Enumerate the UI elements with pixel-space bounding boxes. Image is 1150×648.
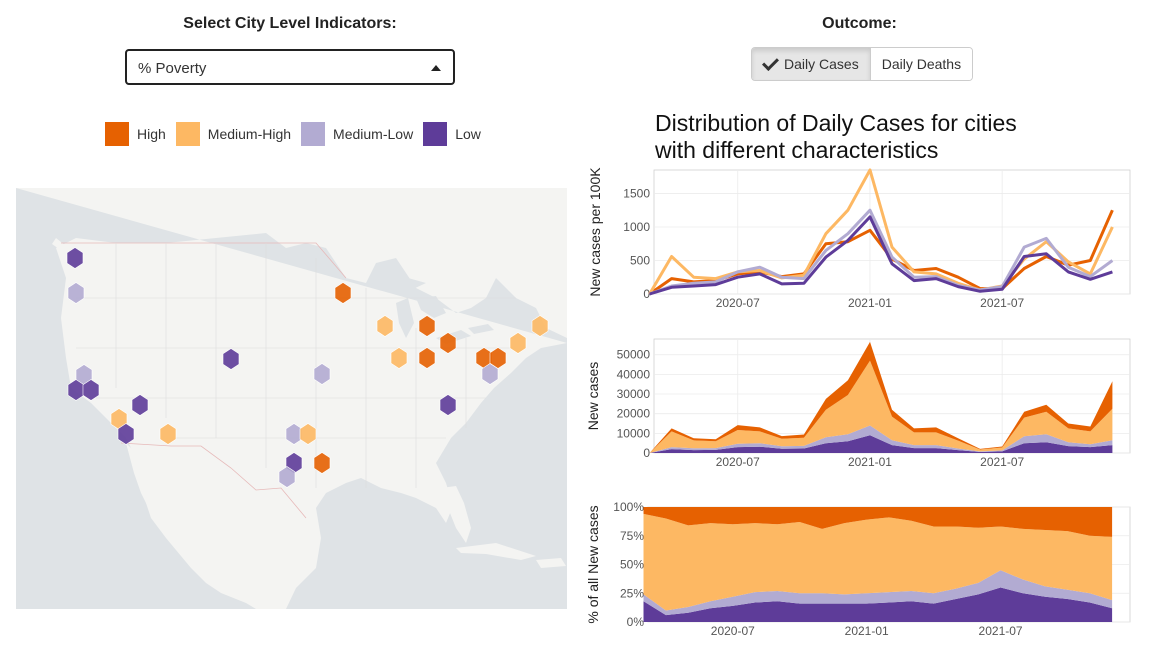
outcome-label: Outcome: [822,15,897,32]
series-line-low [649,215,1113,296]
y-tick-label: 30000 [617,387,651,401]
x-tick-label: 2021-07 [979,624,1023,638]
chart-title: Distribution of Daily Cases for cities w… [655,110,1095,164]
series-area-medium-low [643,570,1113,616]
city-hexagon-low[interactable] [117,423,135,445]
series-area-low [643,587,1113,622]
indicator-label: Select City Level Indicators: [183,15,397,32]
series-area-high [643,507,1113,537]
city-hexagon-high[interactable] [418,347,436,369]
y-tick-label: 50000 [617,348,651,362]
legend-item-medium-high: Medium-High [175,122,292,146]
y-tick-label: 0 [643,446,650,460]
y-axis-label: New cases [585,362,601,430]
city-hexagon-low[interactable] [66,247,84,269]
series-line-medium-low [649,208,1114,296]
y-tick-label: 1000 [623,220,650,234]
x-tick-label: 2021-01 [845,624,889,638]
city-hexagon-high[interactable] [418,315,436,337]
city-map[interactable] [16,188,567,609]
map-canvas [16,188,567,609]
chart-panel-3: 0% 25% 50% 75% 100% 2020-07 2021-01 2021-07 % of… [585,500,1131,638]
legend-item-low: Low [423,122,481,146]
legend-label: Medium-High [207,126,292,142]
daily-deaths-label: Daily Deaths [881,56,962,72]
y-tick-label: 100% [613,500,644,514]
y-tick-label: 20000 [617,407,651,421]
indicator-select-value: % Poverty [138,60,207,77]
y-tick-label: 0 [643,287,650,301]
indicator-select[interactable]: % Poverty [125,49,455,85]
x-tick-label: 2021-07 [980,455,1024,469]
chart-panel-1: 0 500 1000 1500 2020-07 2021-01 2021-07 New cas… [587,167,1131,310]
y-tick-label: 50% [620,558,644,572]
series-area-medium-high [649,360,1113,453]
legend-item-medium-low: Medium-Low [301,122,413,146]
series-area-low [649,435,1113,453]
daily-deaths-button[interactable]: Daily Deaths [870,48,973,80]
chart-panel-2: 0 10000 20000 30000 40000 50000 2020-07 2021-01… [585,338,1131,469]
legend-swatch [423,122,448,146]
city-hexagon-medium-low[interactable] [67,282,85,304]
outcome-toggle: Daily Cases Daily Deaths [751,47,974,81]
y-tick-label: 0% [627,615,645,629]
y-axis-label: % of all New cases [585,505,601,623]
city-hexagon-medium-high[interactable] [376,315,394,337]
city-hexagon-medium-low[interactable] [481,363,499,385]
y-tick-label: 10000 [617,426,651,440]
y-tick-label: 500 [630,253,650,267]
legend-swatch [175,122,200,146]
chart-title-line-2: with different characteristics [655,137,939,163]
series-area-medium-low [649,425,1113,453]
x-tick-label: 2021-07 [980,296,1024,310]
y-tick-label: 1500 [623,186,650,200]
x-tick-label: 2020-07 [716,296,760,310]
daily-cases-label: Daily Cases [784,56,859,72]
x-tick-label: 2020-07 [716,455,760,469]
legend-item-high: High [105,122,166,146]
color-legend: High Medium-High Medium-Low Low [105,122,491,146]
legend-label: Low [455,126,481,142]
chart-title-line-1: Distribution of Daily Cases for cities [655,110,1017,136]
city-hexagon-low[interactable] [131,394,149,416]
city-hexagon-medium-high[interactable] [509,332,527,354]
x-tick-label: 2021-01 [848,455,892,469]
y-tick-label: 25% [620,586,644,600]
x-tick-label: 2020-07 [711,624,755,638]
city-hexagon-medium-low[interactable] [278,466,296,488]
caret-up-icon [431,65,441,71]
city-hexagon-medium-low[interactable] [313,363,331,385]
y-axis-label: New cases per 100K [587,167,603,297]
legend-swatch [105,122,129,146]
daily-cases-button[interactable]: Daily Cases [752,48,871,80]
city-hexagon-medium-high[interactable] [390,347,408,369]
city-hexagon-high[interactable] [313,452,331,474]
y-tick-label: 40000 [617,367,651,381]
city-hexagon-medium-high[interactable] [299,423,317,445]
city-hexagon-medium-high[interactable] [531,315,549,337]
legend-label: Medium-Low [333,126,414,142]
city-hexagon-medium-high[interactable] [159,423,177,445]
y-tick-label: 75% [620,529,644,543]
city-hexagon-low[interactable] [439,394,457,416]
city-hexagon-high[interactable] [334,282,352,304]
city-hexagon-low[interactable] [222,348,240,370]
series-line-medium-high [648,168,1114,295]
series-area-medium-high [643,513,1113,611]
x-tick-label: 2021-01 [848,296,892,310]
legend-label: High [137,126,166,142]
city-hexagon-low[interactable] [82,379,100,401]
legend-swatch [301,122,326,146]
city-hexagon-high[interactable] [439,332,457,354]
